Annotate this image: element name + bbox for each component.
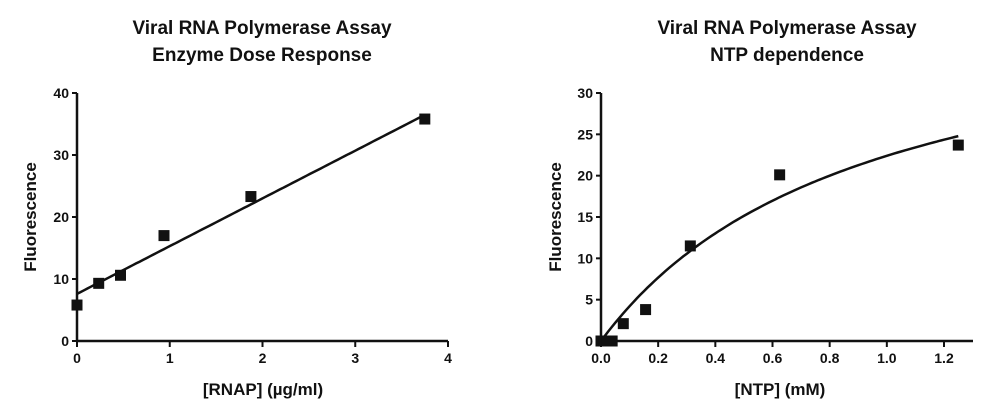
- x-tick-label: 4: [444, 350, 452, 366]
- y-tick-label: 10: [53, 271, 69, 287]
- x-tick-label: 0.8: [820, 350, 840, 366]
- x-tick-label: 0.2: [648, 350, 668, 366]
- data-point: [774, 169, 786, 181]
- y-tick-label: 20: [577, 168, 593, 184]
- x-tick-label: 1.0: [877, 350, 897, 366]
- y-tick-label: 5: [585, 292, 593, 308]
- y-tick-label: 40: [53, 85, 69, 101]
- x-tick-label: 0.4: [706, 350, 726, 366]
- chart-title-line1: Viral RNA Polymerase Assay: [657, 18, 917, 39]
- y-axis-label: Fluorescence: [546, 162, 565, 272]
- x-tick-label: 3: [351, 350, 359, 366]
- x-tick-label: 0.0: [591, 350, 611, 366]
- chart-title-line1: Viral RNA Polymerase Assay: [132, 18, 392, 39]
- y-tick-label: 15: [577, 209, 593, 225]
- y-tick-label: 30: [53, 147, 69, 163]
- data-point: [419, 113, 431, 125]
- data-point: [158, 230, 170, 242]
- data-point: [114, 269, 126, 281]
- x-tick-label: 1: [166, 350, 174, 366]
- x-tick-label: 0.6: [763, 350, 783, 366]
- chart-title-line2: Enzyme Dose Response: [152, 45, 372, 66]
- fit-line: [599, 134, 959, 342]
- y-tick-label: 20: [53, 209, 69, 225]
- x-tick-label: 1.2: [934, 350, 954, 366]
- data-point: [606, 335, 618, 347]
- y-axis-label: Fluorescence: [21, 162, 40, 272]
- chart-ntp-dependence: Viral RNA Polymerase Assay NTP dependenc…: [546, 18, 973, 399]
- data-point: [601, 335, 613, 347]
- fit-line: [76, 113, 426, 296]
- x-axis-label: [NTP] (mM): [735, 380, 826, 399]
- x-axis-label: [RNAP] (µg/ml): [203, 380, 323, 399]
- chart-dose-response: Viral RNA Polymerase Assay Enzyme Dose R…: [21, 18, 452, 399]
- data-point: [952, 139, 964, 151]
- y-tick-label: 0: [585, 333, 593, 349]
- y-tick-label: 0: [61, 333, 69, 349]
- data-point: [640, 304, 652, 316]
- data-point: [93, 277, 105, 289]
- data-point: [617, 318, 629, 330]
- x-tick-label: 2: [259, 350, 267, 366]
- y-tick-label: 10: [577, 250, 593, 266]
- data-point: [245, 191, 257, 203]
- chart-title-line2: NTP dependence: [710, 45, 864, 66]
- data-point: [71, 299, 83, 311]
- data-point: [684, 240, 696, 252]
- x-tick-label: 0: [73, 350, 81, 366]
- y-tick-label: 25: [577, 126, 593, 142]
- y-tick-label: 30: [577, 85, 593, 101]
